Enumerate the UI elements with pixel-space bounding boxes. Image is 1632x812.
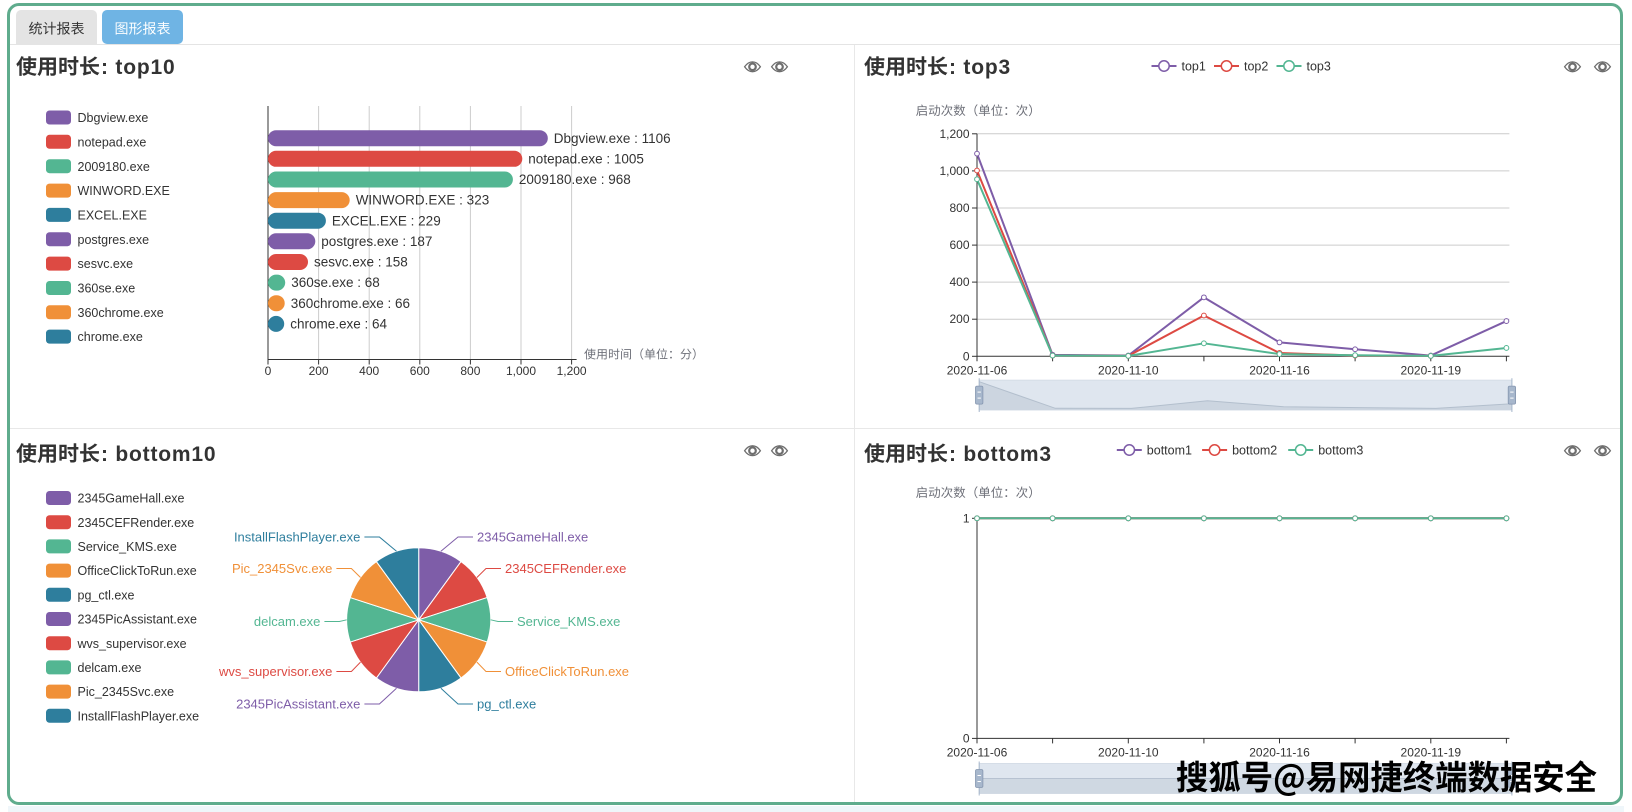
svg-text:postgres.exe: postgres.exe bbox=[78, 233, 150, 247]
svg-text:postgres.exe : 187: postgres.exe : 187 bbox=[321, 234, 432, 249]
svg-text:delcam.exe: delcam.exe bbox=[254, 614, 320, 629]
svg-text:360chrome.exe: 360chrome.exe bbox=[78, 306, 164, 320]
svg-text:delcam.exe: delcam.exe bbox=[78, 661, 142, 675]
svg-text:chrome.exe : 64: chrome.exe : 64 bbox=[290, 317, 387, 332]
svg-text:Service_KMS.exe: Service_KMS.exe bbox=[517, 614, 620, 629]
svg-text:notepad.exe : 1005: notepad.exe : 1005 bbox=[528, 151, 644, 166]
svg-text:sesvc.exe : 158: sesvc.exe : 158 bbox=[314, 255, 408, 270]
svg-text:WINWORD.EXE: WINWORD.EXE bbox=[78, 184, 170, 198]
svg-text:: top10: : top10 bbox=[101, 56, 175, 79]
svg-text:EXCEL.EXE: EXCEL.EXE bbox=[78, 209, 147, 223]
svg-text:Pic_2345Svc.exe: Pic_2345Svc.exe bbox=[78, 685, 175, 699]
svg-text:wvs_supervisor.exe: wvs_supervisor.exe bbox=[218, 664, 332, 679]
svg-text:2345CEFRender.exe: 2345CEFRender.exe bbox=[78, 516, 195, 530]
svg-text:WINWORD.EXE : 323: WINWORD.EXE : 323 bbox=[356, 193, 490, 208]
svg-text:2020-11-10: 2020-11-10 bbox=[1098, 364, 1159, 378]
svg-text:sesvc.exe: sesvc.exe bbox=[78, 257, 134, 271]
svg-text:InstallFlashPlayer.exe: InstallFlashPlayer.exe bbox=[234, 530, 360, 545]
svg-text:0: 0 bbox=[963, 731, 970, 745]
svg-text:: bottom10: : bottom10 bbox=[101, 443, 216, 466]
svg-text:600: 600 bbox=[410, 364, 430, 378]
svg-text:1,000: 1,000 bbox=[506, 364, 536, 378]
svg-text:Dbgview.exe : 1106: Dbgview.exe : 1106 bbox=[554, 131, 671, 146]
svg-text:: top3: : top3 bbox=[949, 56, 1011, 79]
svg-text:2020-11-19: 2020-11-19 bbox=[1401, 746, 1462, 760]
svg-text:bottom3: bottom3 bbox=[1318, 444, 1363, 458]
svg-text:2020-11-16: 2020-11-16 bbox=[1249, 746, 1310, 760]
svg-text:pg_ctl.exe: pg_ctl.exe bbox=[78, 588, 135, 602]
svg-text:360se.exe : 68: 360se.exe : 68 bbox=[291, 275, 380, 290]
svg-text:Dbgview.exe: Dbgview.exe bbox=[78, 111, 149, 125]
svg-text:360chrome.exe : 66: 360chrome.exe : 66 bbox=[291, 296, 410, 311]
svg-text:EXCEL.EXE : 229: EXCEL.EXE : 229 bbox=[332, 213, 441, 228]
svg-text:400: 400 bbox=[359, 364, 379, 378]
svg-text:2345PicAssistant.exe: 2345PicAssistant.exe bbox=[236, 697, 360, 712]
svg-text:Pic_2345Svc.exe: Pic_2345Svc.exe bbox=[232, 561, 332, 576]
svg-text:top1: top1 bbox=[1182, 60, 1206, 74]
svg-text:Service_KMS.exe: Service_KMS.exe bbox=[78, 540, 177, 554]
svg-text:2020-11-06: 2020-11-06 bbox=[947, 364, 1008, 378]
svg-text:0: 0 bbox=[265, 364, 272, 378]
svg-text:2020-11-16: 2020-11-16 bbox=[1249, 364, 1310, 378]
svg-text:bottom2: bottom2 bbox=[1232, 444, 1277, 458]
svg-text:1: 1 bbox=[963, 511, 970, 525]
svg-text:360se.exe: 360se.exe bbox=[78, 282, 136, 296]
svg-text:2009180.exe : 968: 2009180.exe : 968 bbox=[519, 172, 631, 187]
svg-text:chrome.exe: chrome.exe bbox=[78, 330, 143, 344]
svg-text:2345GameHall.exe: 2345GameHall.exe bbox=[477, 530, 588, 545]
svg-text:1,000: 1,000 bbox=[939, 164, 969, 178]
svg-text:600: 600 bbox=[949, 238, 969, 252]
svg-text:2009180.exe: 2009180.exe bbox=[78, 160, 150, 174]
svg-text:200: 200 bbox=[309, 364, 329, 378]
svg-text:top3: top3 bbox=[1307, 60, 1331, 74]
svg-text:2020-11-19: 2020-11-19 bbox=[1401, 364, 1462, 378]
svg-text:pg_ctl.exe: pg_ctl.exe bbox=[477, 697, 536, 712]
svg-text:2020-11-06: 2020-11-06 bbox=[947, 746, 1008, 760]
svg-text:400: 400 bbox=[949, 275, 969, 289]
svg-text:notepad.exe: notepad.exe bbox=[78, 135, 147, 149]
svg-text:800: 800 bbox=[949, 201, 969, 215]
svg-text:800: 800 bbox=[460, 364, 480, 378]
svg-text:InstallFlashPlayer.exe: InstallFlashPlayer.exe bbox=[78, 709, 200, 723]
svg-text:2345GameHall.exe: 2345GameHall.exe bbox=[78, 492, 185, 506]
svg-text:wvs_supervisor.exe: wvs_supervisor.exe bbox=[77, 637, 187, 651]
svg-text:top2: top2 bbox=[1244, 60, 1268, 74]
svg-text:2345PicAssistant.exe: 2345PicAssistant.exe bbox=[78, 613, 198, 627]
svg-text:1,200: 1,200 bbox=[557, 364, 587, 378]
svg-text:: bottom3: : bottom3 bbox=[949, 443, 1052, 466]
svg-text:OfficeClickToRun.exe: OfficeClickToRun.exe bbox=[78, 564, 197, 578]
svg-text:200: 200 bbox=[949, 312, 969, 326]
svg-text:OfficeClickToRun.exe: OfficeClickToRun.exe bbox=[505, 664, 629, 679]
svg-text:1,200: 1,200 bbox=[939, 127, 969, 141]
svg-text:2345CEFRender.exe: 2345CEFRender.exe bbox=[505, 561, 626, 576]
svg-text:2020-11-10: 2020-11-10 bbox=[1098, 746, 1159, 760]
svg-text:bottom1: bottom1 bbox=[1147, 444, 1192, 458]
svg-text:0: 0 bbox=[963, 349, 970, 363]
